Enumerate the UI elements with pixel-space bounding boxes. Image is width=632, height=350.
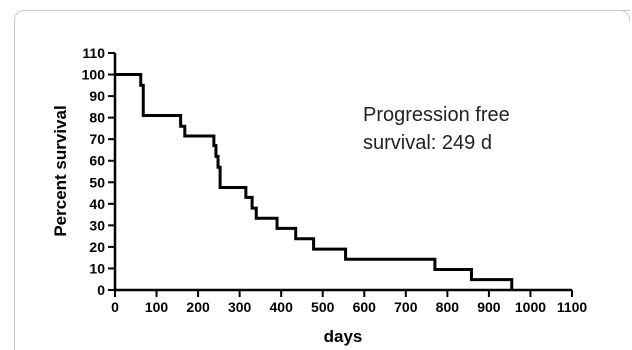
x-tick-label: 500 — [311, 299, 335, 315]
x-tick-label: 400 — [270, 299, 294, 315]
x-tick-label: 700 — [394, 299, 418, 315]
y-tick-label: 80 — [89, 110, 105, 126]
axes — [113, 53, 572, 292]
x-tick-label: 1100 — [557, 299, 588, 315]
x-tick-label: 100 — [145, 299, 169, 315]
x-tick-label: 1000 — [515, 299, 546, 315]
y-tick-label: 100 — [82, 67, 106, 83]
x-tick-label: 300 — [228, 299, 252, 315]
x-tick-label: 0 — [111, 299, 119, 315]
y-tick-label: 40 — [89, 196, 105, 212]
y-tick-label: 0 — [97, 282, 105, 298]
y-tick-label: 60 — [89, 153, 105, 169]
y-tick-label: 50 — [89, 174, 105, 190]
y-tick-label: 20 — [89, 239, 105, 255]
x-tick-label: 200 — [186, 299, 210, 315]
survival-curve — [115, 73, 514, 290]
y-tick-label: 70 — [89, 131, 105, 147]
y-tick-label: 10 — [89, 260, 105, 276]
x-tick-label: 900 — [477, 299, 501, 315]
x-ticks: 0 100 200 300 400 500 600 700 800 900 1000 1100 — [111, 290, 587, 315]
y-tick-label: 110 — [82, 45, 105, 61]
y-axis-title: Percent survival — [51, 105, 70, 236]
x-axis-title: days — [324, 327, 363, 346]
annotation-line-2: survival: 249 d — [363, 132, 492, 154]
figure-frame-corner — [618, 10, 630, 22]
x-tick-label: 800 — [436, 299, 460, 315]
x-tick-label: 600 — [353, 299, 377, 315]
y-tick-label: 30 — [89, 217, 105, 233]
y-ticks: 0 10 20 30 40 50 60 70 80 90 100 110 — [82, 45, 115, 298]
y-tick-label: 90 — [89, 88, 105, 104]
figure-frame — [14, 10, 630, 350]
annotation-line-1: Progression free — [363, 104, 510, 126]
